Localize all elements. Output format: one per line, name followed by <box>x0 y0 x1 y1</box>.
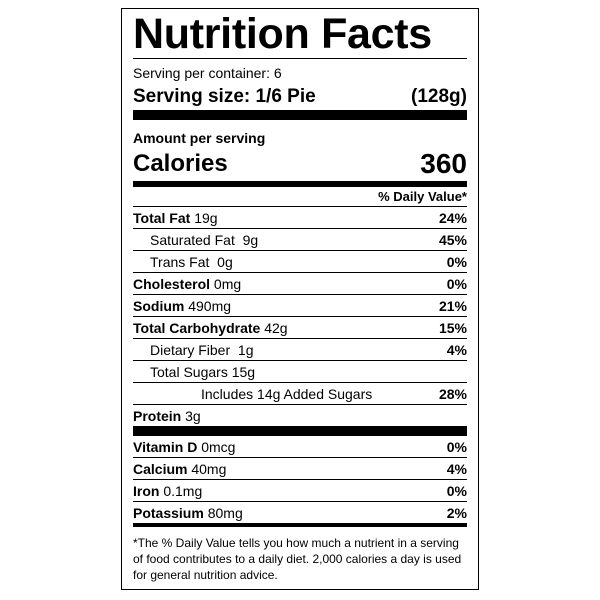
nutrient-dv: 0% <box>446 253 467 270</box>
vitamin-amount: 40mg <box>191 460 227 477</box>
nutrient-row: Total Sugars 15g <box>133 361 467 383</box>
divider <box>133 523 467 527</box>
nutrient: Total Fat 19g <box>133 210 218 226</box>
nutrient-row: Sodium 490mg 21% <box>133 295 467 317</box>
nutrient-name: Total Fat <box>133 209 191 226</box>
nutrient-row: Cholesterol 0mg 0% <box>133 273 467 295</box>
serving-size: Serving size: 1/6 Pie (128g) <box>133 84 467 110</box>
daily-value-header: % Daily Value* <box>133 187 467 207</box>
vitamin-dv: 0% <box>446 438 467 455</box>
divider <box>133 181 467 187</box>
nutrient-name: Saturated Fat <box>150 231 235 248</box>
vitamin-row: Iron 0.1mg 0% <box>133 480 467 502</box>
nutrient-dv: 28% <box>438 385 467 402</box>
nutrient-row: Includes 14g Added Sugars 28% <box>133 383 467 405</box>
nutrient-row: Total Carbohydrate 42g 15% <box>133 317 467 339</box>
nutrient-amount: 9g <box>242 231 259 248</box>
nutrient: Cholesterol 0mg <box>133 276 241 292</box>
vitamin-name: Vitamin D <box>133 438 198 455</box>
nutrient-name: Cholesterol <box>133 275 211 292</box>
nutrient-amount: 15g <box>231 363 256 380</box>
nutrient-name: Dietary Fiber <box>150 341 231 358</box>
nutrient-name: Includes 14g Added Sugars <box>201 385 373 402</box>
nutrient: Sodium 490mg <box>133 298 231 314</box>
vitamin-row: Vitamin D 0mcg 0% <box>133 436 467 458</box>
vitamin: Calcium 40mg <box>133 461 226 477</box>
nutrient-amount: 19g <box>194 209 218 226</box>
nutrient-dv: 24% <box>438 209 467 226</box>
nutrient-row: Dietary Fiber 1g 4% <box>133 339 467 361</box>
title: Nutrition Facts <box>133 9 467 59</box>
nutrient-dv: 4% <box>446 341 467 358</box>
nutrient-amount: 0mg <box>213 275 242 292</box>
nutrient: Dietary Fiber 1g <box>133 342 254 358</box>
footnote: *The % Daily Value tells you how much a … <box>133 536 462 582</box>
serving-size-label: Serving size: 1/6 Pie <box>133 86 316 107</box>
vitamin: Iron 0.1mg <box>133 483 202 499</box>
nutrition-label: Nutrition Facts Serving per container: 6… <box>121 8 479 590</box>
calories-value: 360 <box>420 147 467 179</box>
nutrient-amount: 0g <box>217 253 233 270</box>
nutrient-name: Trans Fat <box>150 253 210 270</box>
nutrient: Trans Fat 0g <box>133 254 233 270</box>
nutrient: Total Sugars 15g <box>133 364 255 380</box>
vitamin: Potassium 80mg <box>133 505 243 521</box>
serving-size-amount: (128g) <box>411 86 467 107</box>
nutrient: Protein 3g <box>133 408 201 424</box>
divider <box>133 110 467 120</box>
vitamin-name: Potassium <box>133 504 204 521</box>
vitamin-amount: 0.1mg <box>163 482 203 499</box>
vitamin-dv: 2% <box>446 504 467 521</box>
vitamin-dv: 0% <box>446 482 467 499</box>
nutrient-name: Total Carbohydrate <box>133 319 261 336</box>
nutrient-dv: 0% <box>446 275 467 292</box>
nutrient-amount: 1g <box>237 341 254 358</box>
nutrient-dv: 15% <box>438 319 467 336</box>
amount-per-serving: Amount per serving <box>133 130 266 146</box>
vitamin-dv: 4% <box>446 460 467 477</box>
nutrient: Saturated Fat 9g <box>133 232 258 248</box>
nutrient-amount: 42g <box>264 319 288 336</box>
nutrient-dv: 21% <box>438 297 467 314</box>
nutrient-row: Saturated Fat 9g 45% <box>133 229 467 251</box>
nutrient-row: Protein 3g <box>133 405 467 426</box>
calories-label: Calories <box>133 149 228 177</box>
vitamin-name: Calcium <box>133 460 188 477</box>
vitamin: Vitamin D 0mcg <box>133 439 235 455</box>
vitamin-row: Potassium 80mg 2% <box>133 502 467 523</box>
nutrient-amount: 3g <box>185 407 201 424</box>
vitamin-amount: 0mcg <box>201 438 236 455</box>
vitamin-amount: 80mg <box>207 504 243 521</box>
servings-per-container: Serving per container: 6 <box>133 65 282 81</box>
nutrient-name: Total Sugars <box>150 363 228 380</box>
vitamin-name: Iron <box>133 482 160 499</box>
divider <box>133 426 467 436</box>
calories: Calories 360 <box>133 146 467 181</box>
nutrient-dv: 45% <box>438 231 467 248</box>
nutrient-row: Trans Fat 0g 0% <box>133 251 467 273</box>
vitamin-row: Calcium 40mg 4% <box>133 458 467 480</box>
nutrient-name: Sodium <box>133 297 185 314</box>
nutrient-name: Protein <box>133 407 182 424</box>
nutrient-row: Total Fat 19g 24% <box>133 207 467 229</box>
nutrient: Total Carbohydrate 42g <box>133 320 288 336</box>
nutrient-amount: 490mg <box>188 297 232 314</box>
